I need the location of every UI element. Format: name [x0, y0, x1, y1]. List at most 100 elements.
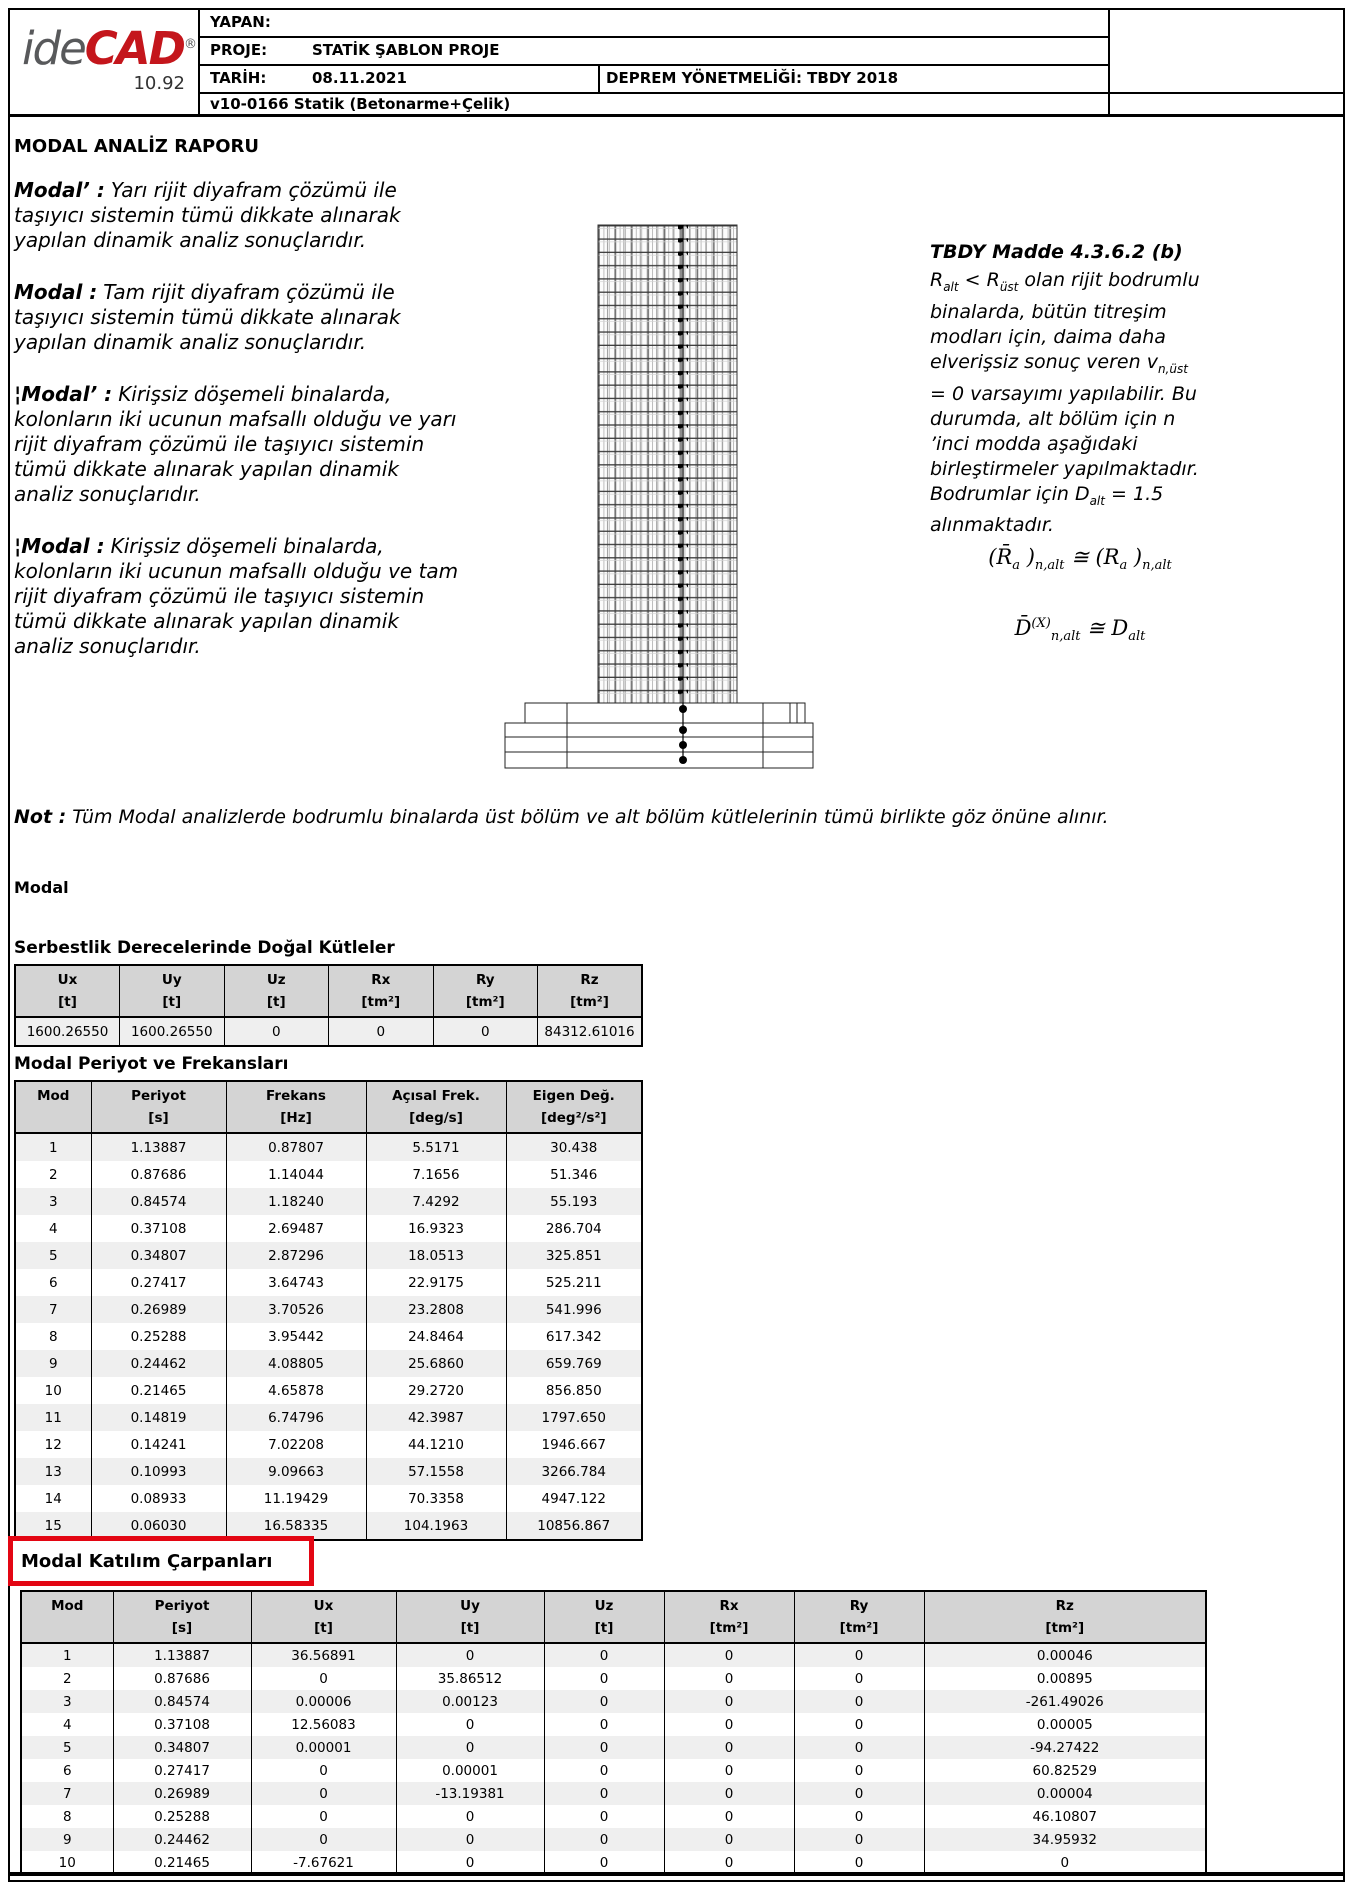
column-header: Ry: [432, 965, 538, 991]
table-cell: 29.2720: [365, 1377, 507, 1404]
logo-cad: CAD: [84, 22, 186, 75]
table-row: 6 0.27417 0 0.00001 0 0 0 60.82529: [20, 1759, 1207, 1782]
table-cell: 0: [395, 1851, 545, 1875]
table-cell: 35.86512: [395, 1667, 545, 1690]
table-cell: 0: [793, 1851, 925, 1875]
table-cell: 2.69487: [225, 1215, 367, 1242]
table-cell: 2: [20, 1667, 114, 1690]
definitions-column: Modal’ : Yarı rijit diyafram çözümü ile t…: [14, 178, 461, 686]
table-cell: 55.193: [505, 1188, 643, 1215]
table-cell: 659.769: [505, 1350, 643, 1377]
table-row: 13 0.10993 9.09663 57.1558 3266.784: [14, 1458, 643, 1485]
table-cell: 2: [14, 1161, 92, 1188]
table-cell: 11.19429: [225, 1485, 367, 1512]
column-header: Ux: [14, 965, 120, 991]
table-cell: 0: [663, 1643, 795, 1667]
table-cell: -7.67621: [250, 1851, 397, 1875]
table-cell: 0: [543, 1828, 665, 1851]
table-cell: 13: [14, 1458, 92, 1485]
table-cell: 0.00001: [250, 1736, 397, 1759]
table-cell: 42.3987: [365, 1404, 507, 1431]
table-cell: 0.34807: [112, 1736, 252, 1759]
table-cell: 4: [20, 1713, 114, 1736]
table-cell: 4: [14, 1215, 92, 1242]
table-cell: 0.00004: [923, 1782, 1207, 1805]
table-cell: 286.704: [505, 1215, 643, 1242]
column-unit: [14, 1107, 92, 1134]
table-cell: 0: [250, 1759, 397, 1782]
table-cell: 0.25288: [112, 1805, 252, 1828]
table-cell: 84312.61016: [537, 1017, 643, 1046]
table-row: 15 0.06030 16.58335 104.1963 10856.867: [14, 1512, 643, 1540]
table-cell: 44.1210: [365, 1431, 507, 1458]
table-cell: 25.6860: [365, 1350, 507, 1377]
column-unit: [tm²]: [432, 991, 538, 1018]
table-cell: 4.08805: [225, 1350, 367, 1377]
table-cell: 104.1963: [365, 1512, 507, 1540]
table-cell: 0: [543, 1736, 665, 1759]
table-row: 1 1.13887 36.56891 0 0 0 0 0.00046: [20, 1643, 1207, 1667]
table-cell: 0.21465: [90, 1377, 227, 1404]
column-unit: [t]: [250, 1617, 397, 1644]
table-cell: 9: [14, 1350, 92, 1377]
header-field-yonetmelik: DEPREM YÖNETMELİĞİ: TBDY 2018: [606, 69, 899, 87]
table-cell: 0.00001: [395, 1759, 545, 1782]
table-cell: 0: [250, 1782, 397, 1805]
table-cell: 0: [543, 1805, 665, 1828]
table-cell: -94.27422: [923, 1736, 1207, 1759]
building-model-figure: [504, 224, 814, 769]
logo-ide: ide: [22, 22, 87, 75]
table-cell: 51.346: [505, 1161, 643, 1188]
paragraph-text: Tam rijit diyafram çözümü ile taşıyıcı s…: [14, 280, 401, 354]
table-cell: 18.0513: [365, 1242, 507, 1269]
column-header: Rx: [328, 965, 434, 991]
column-header: Eigen Değ.: [505, 1081, 643, 1107]
table-cell: 15: [14, 1512, 92, 1540]
paragraph-lead: Modal :: [14, 280, 98, 304]
table-cell: 34.95932: [923, 1828, 1207, 1851]
table-cell: 0: [250, 1667, 397, 1690]
paragraph-text: Kirişsiz döşemeli binalarda, kolonların …: [14, 534, 459, 658]
table-cell: 0: [793, 1736, 925, 1759]
column-header: Frekans: [225, 1081, 367, 1107]
header-divider: [200, 64, 1108, 66]
table-cell: 0.84574: [90, 1188, 227, 1215]
table-cell: 4.65878: [225, 1377, 367, 1404]
column-unit: [t]: [119, 991, 225, 1018]
table-cell: 0: [663, 1713, 795, 1736]
header-field-proje-label: PROJE:: [210, 41, 268, 59]
table-cell: 3: [20, 1690, 114, 1713]
table-cell: 541.996: [505, 1296, 643, 1323]
paragraph-lead: Modal’ :: [14, 178, 105, 202]
page-title: MODAL ANALİZ RAPORU: [14, 136, 259, 157]
table-cell: 22.9175: [365, 1269, 507, 1296]
table-cell: 0.34807: [90, 1242, 227, 1269]
header-bottom-rule: [8, 114, 1345, 117]
table-cell: 0.27417: [112, 1759, 252, 1782]
note-text: Tüm Modal analizlerde bodrumlu binalarda…: [72, 806, 1109, 828]
header-field-tarih-label: TARİH:: [210, 69, 267, 87]
table-cell: 5.5171: [365, 1133, 507, 1161]
periods-frequencies-table-title: Modal Periyot ve Frekansları: [14, 1054, 289, 1074]
column-unit: [tm²]: [663, 1617, 795, 1644]
table-cell: 0.27417: [90, 1269, 227, 1296]
header-divider: [1108, 8, 1110, 117]
table-cell: 3.64743: [225, 1269, 367, 1296]
table-cell: -13.19381: [395, 1782, 545, 1805]
table-cell: 0.06030: [90, 1512, 227, 1540]
periods-frequencies-table: Mod Periyot Frekans Açısal Frek. Eigen Değ.[…: [14, 1080, 643, 1541]
column-header: Ry: [793, 1591, 925, 1617]
table-row: 3 0.84574 0.00006 0.00123 0 0 0 -261.49026: [20, 1690, 1207, 1713]
column-unit: [Hz]: [225, 1107, 367, 1134]
modal-section-heading: Modal: [14, 878, 69, 897]
participation-factors-table-title: Modal Katılım Çarpanları: [21, 1550, 273, 1572]
table-cell: 0.14819: [90, 1404, 227, 1431]
table-cell: 325.851: [505, 1242, 643, 1269]
table-cell: 6: [14, 1269, 92, 1296]
table-cell: 0: [328, 1017, 434, 1046]
table-cell: 2.87296: [225, 1242, 367, 1269]
column-header: Rz: [923, 1591, 1207, 1617]
table-cell: 0: [395, 1828, 545, 1851]
table-cell: 0: [663, 1667, 795, 1690]
table-cell: 0.87686: [112, 1667, 252, 1690]
